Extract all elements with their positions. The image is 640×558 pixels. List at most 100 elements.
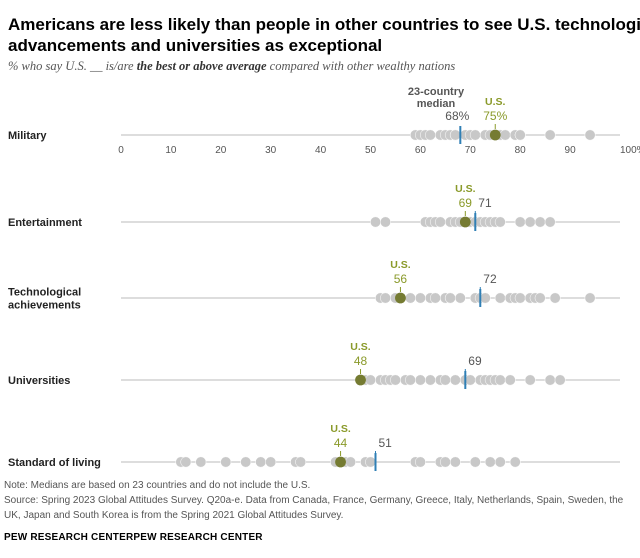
x-tick-label: 70	[465, 145, 477, 156]
country-dot	[464, 374, 476, 386]
country-dot	[180, 456, 192, 468]
row-universities: Universities 48U.S. 69	[8, 341, 620, 389]
country-dot	[365, 456, 376, 468]
us-value-label: 69	[459, 196, 473, 210]
us-value-label: 44	[334, 436, 348, 450]
country-dot	[514, 216, 526, 228]
country-dot	[494, 456, 506, 468]
country-dot	[584, 129, 596, 141]
country-dot	[429, 292, 441, 304]
median-value-label: 71	[478, 196, 492, 210]
country-dot	[220, 456, 232, 468]
country-dot	[484, 456, 496, 468]
us-label: U.S.	[350, 341, 371, 353]
country-dot	[295, 456, 307, 468]
x-tick-label: 20	[215, 145, 227, 156]
row-military: Military 75%U.S. 68%	[8, 96, 620, 144]
country-dot	[509, 456, 521, 468]
subtitle-part3: compared with other wealthy nations	[267, 59, 456, 73]
category-label: Standard of living	[8, 457, 101, 469]
us-dot	[355, 374, 366, 386]
row-standard-of-living: Standard of living 44U.S. 51	[8, 423, 620, 471]
x-tick-label: 50	[365, 145, 377, 156]
x-tick-label: 100%	[620, 145, 640, 156]
row-entertainment: Entertainment 69U.S.71	[8, 183, 620, 231]
country-dot	[494, 216, 506, 228]
country-dot	[514, 129, 526, 141]
x-tick-label: 40	[315, 145, 327, 156]
country-dot	[365, 374, 376, 386]
country-dot	[584, 292, 596, 304]
median-value-label: 69	[468, 354, 482, 368]
country-dot	[404, 374, 416, 386]
median-title-line2: median	[417, 98, 456, 110]
country-dot	[444, 292, 456, 304]
us-value-label: 48	[354, 354, 368, 368]
country-dot	[479, 292, 491, 304]
country-dot	[469, 456, 481, 468]
median-value-label: 72	[483, 272, 497, 286]
median-title-line1: 23-country	[408, 86, 465, 98]
country-dot	[544, 374, 556, 386]
brand-footer: PEW RESEARCH CENTERPEW RESEARCH CENTER	[4, 532, 263, 543]
country-dot	[414, 374, 426, 386]
us-dot	[459, 216, 471, 228]
us-label: U.S.	[330, 423, 351, 435]
country-dot	[434, 216, 446, 228]
country-dot	[524, 374, 536, 386]
x-tick-label: 90	[565, 145, 577, 156]
us-value-label: 75%	[483, 109, 507, 123]
country-dot	[514, 292, 526, 304]
country-dot	[524, 216, 536, 228]
subtitle-part1: % who say U.S. __ is/are	[8, 59, 137, 73]
country-dot	[265, 456, 277, 468]
country-dot	[195, 456, 207, 468]
category-label: Military	[8, 130, 47, 142]
country-dot	[345, 456, 356, 468]
country-dot	[240, 456, 252, 468]
us-dot	[489, 129, 501, 141]
country-dot	[504, 374, 516, 386]
us-dot	[335, 456, 346, 468]
country-dot	[414, 292, 426, 304]
median-value-label: 51	[378, 436, 392, 450]
x-tick-label: 10	[165, 145, 177, 156]
country-dot	[499, 129, 511, 141]
country-dot	[370, 216, 381, 228]
country-dot	[439, 374, 451, 386]
country-dot	[380, 216, 391, 228]
country-dot	[534, 292, 546, 304]
country-dot	[454, 292, 466, 304]
country-dot	[544, 129, 556, 141]
category-label: Entertainment	[8, 217, 82, 229]
country-dot	[494, 292, 506, 304]
country-dot	[439, 456, 451, 468]
category-label: Technological	[8, 287, 81, 299]
source-line2: UK, Japan and South Korea is from the Sp…	[4, 510, 343, 521]
us-value-label: 56	[394, 272, 408, 286]
x-tick-label: 0	[118, 145, 124, 156]
country-dot	[380, 292, 391, 304]
median-value-label: 68%	[445, 109, 469, 123]
country-dot	[544, 216, 556, 228]
country-dot	[424, 129, 436, 141]
country-dot	[449, 374, 461, 386]
us-label: U.S.	[390, 259, 411, 271]
chart-subtitle: % who say U.S. __ is/are the best or abo…	[8, 59, 455, 73]
chart-title-line1: Americans are less likely than people in…	[8, 15, 640, 34]
country-dot	[390, 374, 401, 386]
country-dot	[494, 374, 506, 386]
country-dot	[424, 374, 436, 386]
country-dot	[414, 456, 426, 468]
category-label: Universities	[8, 375, 70, 387]
x-tick-label: 80	[515, 145, 527, 156]
country-dot	[255, 456, 267, 468]
us-label: U.S.	[455, 183, 476, 195]
source-line1: Source: Spring 2023 Global Attitudes Sur…	[4, 495, 624, 506]
dot-plot-rows: Military75%U.S.68%Entertainment69U.S.71T…	[8, 96, 640, 471]
country-dot	[404, 292, 416, 304]
country-dot	[449, 129, 461, 141]
country-dot	[449, 456, 461, 468]
